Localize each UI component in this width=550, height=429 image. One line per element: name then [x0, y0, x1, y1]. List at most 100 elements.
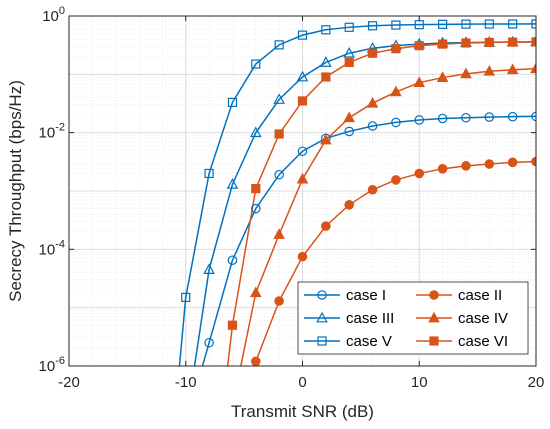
data-point-case-vi — [274, 129, 284, 139]
data-point-case-vi — [227, 320, 238, 330]
data-point-case-v — [367, 21, 378, 31]
data-point-case-ii — [251, 356, 261, 366]
data-point-case-ii — [344, 200, 354, 210]
data-point-case-v — [531, 19, 536, 29]
data-point-case-v — [321, 25, 331, 35]
data-point-case-v — [297, 30, 308, 40]
data-point-case-i — [461, 112, 471, 123]
data-point-case-iv — [483, 64, 496, 76]
series-line-case-iv — [240, 67, 536, 366]
y-tick-label: 10-6 — [39, 355, 65, 375]
data-point-case-iv — [249, 286, 262, 298]
data-point-case-i — [297, 146, 308, 157]
legend-marker-case-iii — [316, 311, 328, 323]
y-tick-label: 10-2 — [39, 122, 65, 142]
data-point-case-v — [227, 97, 238, 108]
legend-marker-case-vi — [429, 336, 439, 346]
legend-box — [297, 281, 529, 355]
data-point-case-ii — [414, 168, 425, 179]
y-tick-label: 100 — [42, 5, 65, 25]
data-point-case-v — [181, 292, 191, 302]
data-point-case-vi — [367, 48, 378, 58]
x-tick-label: -10 — [175, 374, 197, 391]
data-point-case-i — [274, 169, 284, 180]
legend-marker-case-ii — [429, 290, 439, 300]
legend-label-case-v: case V — [346, 333, 392, 350]
data-point-case-i — [251, 203, 261, 214]
data-point-case-i — [204, 337, 214, 348]
data-point-case-iv — [460, 67, 472, 79]
data-point-case-ii — [461, 161, 471, 171]
y-axis-ticks: 10-6 10-4 10-2 100 — [39, 5, 536, 375]
data-point-case-vi — [344, 57, 354, 68]
data-point-case-vi — [414, 41, 424, 51]
data-point-case-iii — [343, 46, 356, 58]
data-point-case-i — [507, 111, 518, 122]
data-point-case-ii — [274, 296, 284, 306]
data-point-case-iv — [390, 85, 402, 97]
data-point-case-vi — [438, 39, 448, 49]
data-point-case-vi — [251, 183, 261, 194]
data-point-case-iv — [413, 76, 426, 88]
data-point-case-i — [437, 113, 448, 124]
data-point-case-i — [344, 126, 354, 137]
data-point-case-vi — [508, 37, 518, 47]
data-point-case-ii — [484, 159, 495, 169]
data-point-case-v — [391, 20, 401, 30]
data-point-case-i — [227, 255, 238, 266]
data-point-case-iii — [273, 93, 285, 104]
data-point-case-i — [367, 121, 378, 131]
data-point-case-iv — [273, 228, 285, 239]
data-point-case-vi — [461, 38, 471, 48]
data-point-case-iii — [320, 56, 332, 67]
x-tick-label: 10 — [411, 374, 428, 391]
legend-label-case-i: case I — [346, 287, 386, 304]
data-point-case-v — [344, 22, 354, 32]
legend-label-case-iv: case IV — [458, 310, 508, 327]
markers-layer — [181, 19, 536, 366]
legend-label-case-ii: case II — [458, 287, 502, 304]
series-layer — [178, 23, 536, 366]
series-line-case-i — [201, 115, 536, 366]
x-tick-label: -20 — [58, 374, 80, 391]
data-point-case-ii — [391, 175, 401, 185]
data-point-case-iv — [436, 71, 449, 82]
series-line-case-v — [178, 23, 536, 366]
data-point-case-iv — [320, 133, 332, 145]
data-point-case-ii — [507, 157, 518, 168]
data-point-case-iv — [506, 63, 519, 75]
x-axis-ticks: -20 -10 0 10 20 — [58, 16, 544, 391]
data-point-case-vi — [391, 44, 401, 54]
data-point-case-v — [204, 168, 214, 179]
data-point-case-i — [414, 115, 425, 125]
data-point-case-v — [461, 19, 471, 29]
data-point-case-ii — [367, 184, 378, 195]
data-point-case-iv — [366, 96, 379, 108]
data-point-case-iii — [226, 178, 239, 189]
data-point-case-i — [484, 112, 495, 122]
x-axis-label: Transmit SNR (dB) — [231, 402, 374, 421]
legend: case I case II case III case IV case V case V… — [297, 281, 529, 355]
data-point-case-iii — [249, 126, 262, 138]
legend-marker-case-i — [317, 290, 327, 300]
data-point-case-vi — [484, 37, 494, 48]
y-axis-label: Secrecy Throughput (bps/Hz) — [6, 80, 25, 302]
data-point-case-i — [391, 117, 401, 128]
data-point-case-v — [274, 40, 284, 50]
data-point-case-iv — [530, 62, 536, 74]
data-point-case-vi — [321, 72, 331, 82]
y-tick-label: 10-4 — [39, 238, 65, 258]
legend-label-case-vi: case VI — [458, 333, 508, 350]
data-point-case-v — [508, 19, 518, 29]
data-point-case-v — [251, 59, 261, 69]
data-point-case-ii — [321, 221, 331, 231]
data-point-case-iv — [296, 172, 309, 184]
data-point-case-ii — [437, 164, 448, 174]
data-point-case-iv — [343, 111, 356, 123]
data-point-case-v — [438, 19, 448, 29]
data-point-case-v — [484, 19, 494, 29]
data-point-case-vi — [531, 37, 536, 47]
data-point-case-iii — [203, 263, 215, 274]
